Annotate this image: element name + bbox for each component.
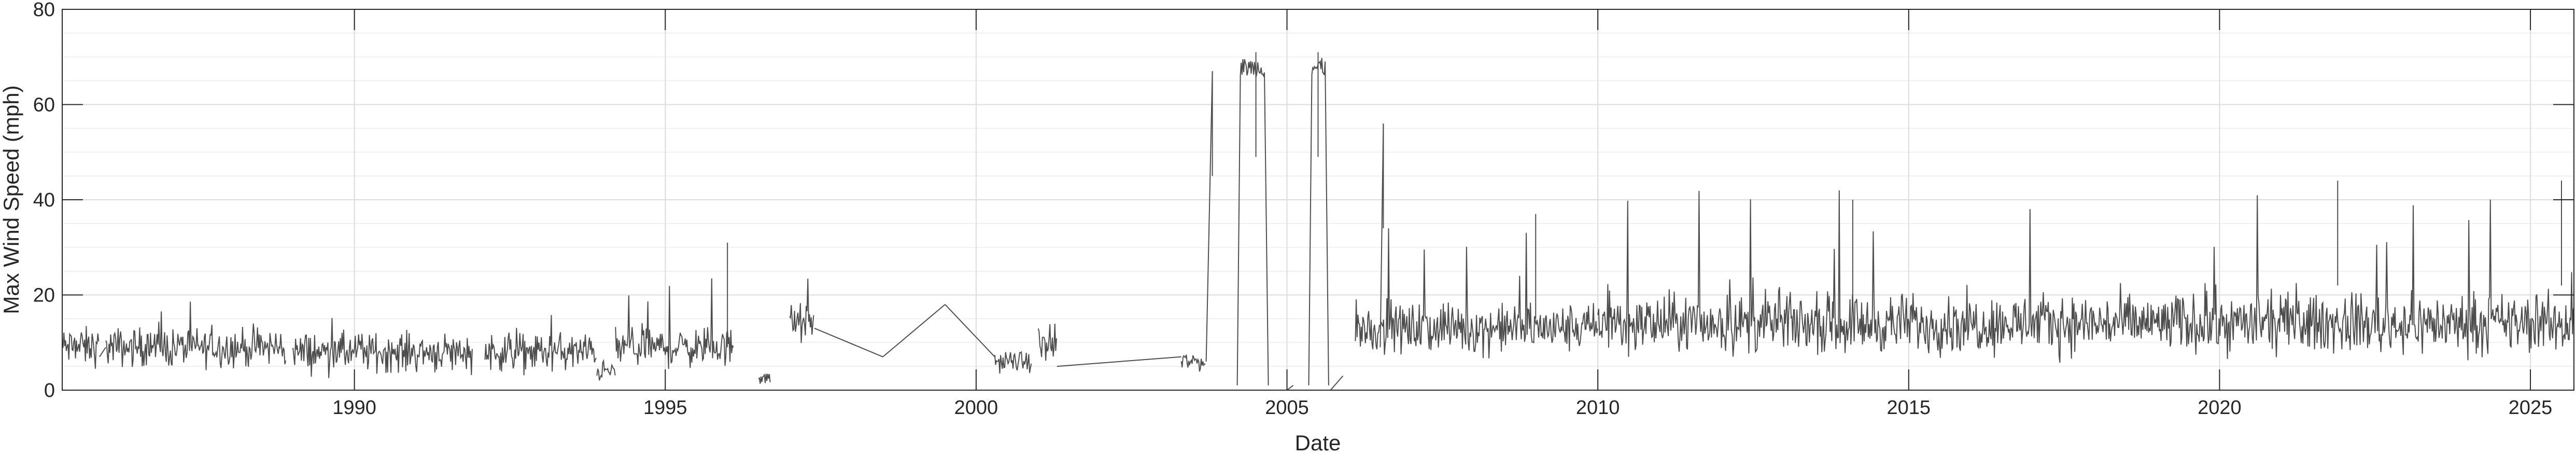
x-tick-label: 2015	[1887, 397, 1931, 419]
axis-ticks	[62, 9, 2574, 391]
series-line-segment	[105, 301, 287, 370]
x-tick-label: 1995	[643, 397, 687, 419]
series-plateau	[1236, 59, 1269, 385]
series-connector	[1286, 385, 1294, 390]
series-connector	[1205, 71, 1213, 362]
x-tick-label: 1990	[332, 397, 376, 419]
series-line-segment	[62, 326, 100, 369]
y-tick-label: 80	[33, 0, 55, 21]
series-connector	[1057, 356, 1181, 367]
x-tick-label: 2000	[954, 397, 998, 419]
x-tick-label: 2005	[1265, 397, 1309, 419]
series-connector	[99, 347, 106, 357]
y-tick-label: 60	[33, 94, 55, 116]
series-line-segment	[1037, 323, 1057, 361]
series-line-segment	[615, 278, 734, 369]
series-connector	[1330, 375, 1344, 390]
y-tick-label: 40	[33, 189, 55, 211]
series-connector	[814, 327, 883, 357]
x-tick-labels: 1990 1995 2000 2005 2010 2015 2020 2025	[332, 397, 2552, 419]
x-tick-label: 2010	[1576, 397, 1620, 419]
series-connector	[882, 304, 946, 357]
series-line-segment	[596, 359, 616, 381]
series-line-segment	[292, 318, 473, 378]
y-tick-label: 20	[33, 285, 55, 307]
x-tick-label: 2020	[2198, 397, 2242, 419]
y-axis-title: Max Wind Speed (mph)	[0, 85, 23, 314]
series-line-segment	[758, 373, 771, 384]
x-axis-title: Date	[1295, 431, 1341, 455]
y-tick-labels: 0 20 40 60 80	[33, 0, 55, 402]
series-line-segment	[1180, 354, 1206, 372]
series-layer	[62, 52, 2574, 390]
series-line-segment	[484, 315, 597, 376]
y-tick-label: 0	[44, 380, 55, 402]
x-tick-label: 2025	[2509, 397, 2553, 419]
series-line-segment	[1355, 228, 1598, 359]
series-connector	[945, 304, 995, 357]
series-line-segment	[789, 279, 814, 343]
series-line-segment	[1597, 190, 2574, 363]
series-line-segment	[994, 351, 1032, 374]
